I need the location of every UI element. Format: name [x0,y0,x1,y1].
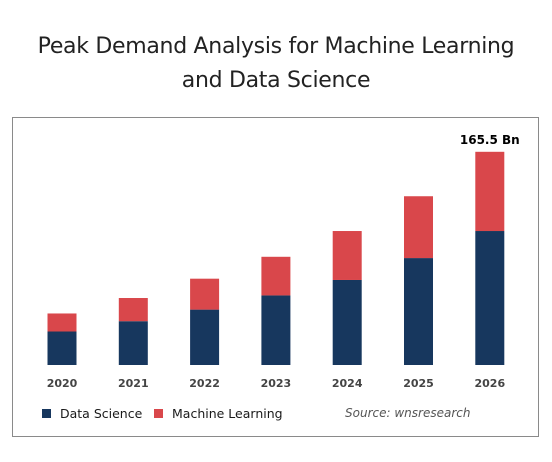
bar-data-science-2021 [118,321,148,365]
bar-data-science-2023 [261,295,291,365]
chart-frame [12,117,539,437]
total-annotation-2026: 165.5 Bn [460,133,520,147]
legend-swatch-data-science [42,408,51,418]
legend-label-machine-learning: Machine Learning [172,405,283,421]
legend-label-data-science: Data Science [60,405,143,421]
chart-title-line2: and Data Science [181,68,371,93]
chart-title-line1: Peak Demand Analysis for Machine Learnin… [37,34,515,59]
source-note: Source: wnsresearch [345,406,471,420]
bar-machine-learning-2020 [47,313,77,332]
legend-swatch-machine-learning [154,408,163,418]
x-tick-label-2026: 2026 [474,377,505,390]
x-tick-label-2021: 2021 [118,377,149,390]
bar-data-science-2025 [404,258,433,365]
bar-machine-learning-2025 [404,196,433,259]
bar-data-science-2020 [47,331,77,365]
bar-data-science-2026 [475,231,505,365]
bar-machine-learning-2023 [261,256,291,296]
x-tick-label-2023: 2023 [261,377,292,390]
x-tick-label-2025: 2025 [403,377,434,390]
bar-machine-learning-2026 [475,151,505,232]
bar-data-science-2022 [190,309,220,365]
x-tick-label-2024: 2024 [332,377,363,390]
x-tick-label-2022: 2022 [189,377,220,390]
legend-item-machine-learning: Machine Learning [154,404,283,422]
bar-machine-learning-2022 [190,278,220,310]
legend-item-data-science: Data Science [42,404,142,422]
chart-title: Peak Demand Analysis for Machine Learnin… [0,30,552,98]
bar-machine-learning-2021 [118,298,148,322]
x-tick-label-2020: 2020 [47,377,78,390]
bar-data-science-2024 [332,279,362,365]
bar-machine-learning-2024 [332,231,362,280]
